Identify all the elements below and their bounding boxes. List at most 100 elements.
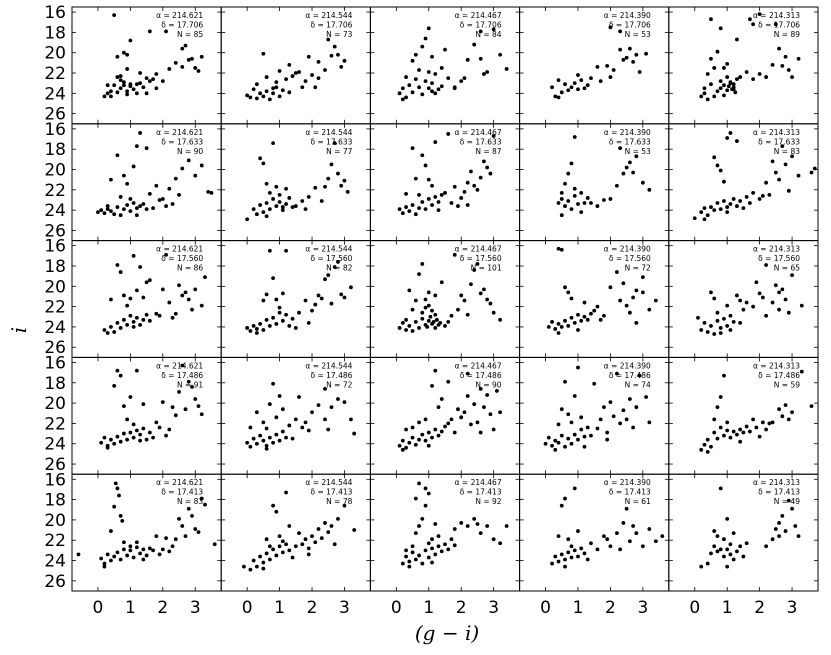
data-point [709,551,713,556]
data-point [777,290,781,295]
data-point [722,93,726,98]
data-point [559,433,564,438]
data-point [316,76,321,80]
data-point [109,209,113,214]
y-tick-label: 18 [44,140,66,160]
data-point [566,436,571,441]
data-point [417,553,421,558]
data-point [430,560,434,565]
data-point [258,203,263,207]
data-point [404,95,408,100]
data-point [498,317,503,322]
data-point [293,71,298,75]
panel-n: N = 53 [625,147,651,156]
data-point [109,94,113,99]
panel-delta: δ = 17.560 [161,254,203,263]
data-point [809,170,814,175]
data-point [433,91,438,96]
data-point [264,446,269,451]
data-point [254,564,259,569]
data-point [482,287,486,292]
data-point [443,424,447,429]
panel-n: N = 89 [774,30,800,39]
data-point [310,410,314,415]
data-point [572,394,577,398]
data-point [128,209,133,214]
data-point [280,550,285,555]
data-point [637,70,642,74]
data-point [420,432,425,437]
panel-delta: δ = 17.486 [161,371,203,380]
data-point [186,297,191,302]
data-point [170,405,175,410]
data-point [446,421,451,426]
data-point [170,202,175,206]
data-point [248,329,253,333]
data-point [777,177,781,182]
data-point [413,442,418,447]
data-point [141,317,146,322]
data-point [118,74,123,78]
data-point [809,404,814,409]
data-point [793,524,798,528]
data-point [170,544,175,549]
data-point [280,205,285,209]
data-point [271,315,275,320]
data-point [439,549,444,554]
data-point [267,97,272,102]
data-point [115,434,120,439]
panel-alpha: α = 214.544 [305,478,352,487]
data-point [438,320,443,325]
panel-n: N = 59 [774,380,800,389]
data-point [254,82,259,87]
data-point [258,91,263,96]
data-point [134,540,139,545]
data-point [261,420,266,425]
data-point [718,326,723,330]
data-point [290,74,295,78]
data-point [741,554,746,559]
data-point [780,144,785,149]
data-point [254,327,259,331]
data-point [426,177,431,182]
data-point [699,328,704,332]
data-point [725,210,730,215]
data-point [595,426,600,431]
data-point [212,542,217,547]
data-point [115,368,120,373]
data-point [712,155,717,160]
data-point [482,159,486,164]
data-point [125,553,130,558]
data-point [254,212,259,217]
panel-delta: δ = 17.560 [758,254,800,263]
data-point [310,308,314,313]
panel-n: N = 74 [625,380,651,389]
data-point [485,393,490,397]
data-point [556,201,561,205]
data-point [413,557,418,562]
data-point [423,486,428,491]
data-point [459,196,464,200]
data-point [154,72,159,76]
data-point [134,144,139,149]
data-point [404,445,408,450]
data-point [431,319,436,324]
y-tick-label: 24 [44,552,66,572]
data-point [738,298,743,303]
data-point [589,433,593,438]
data-point [420,561,425,566]
data-point [121,80,126,85]
data-point [702,217,707,222]
data-point [715,49,720,54]
data-point [326,273,331,278]
panel-n: N = 73 [326,30,352,39]
data-point [589,311,593,316]
data-point [277,438,282,443]
data-point [154,420,159,425]
data-point [751,77,756,82]
data-point [125,67,130,71]
data-point [117,493,121,498]
x-tick-label: 0 [540,598,551,618]
